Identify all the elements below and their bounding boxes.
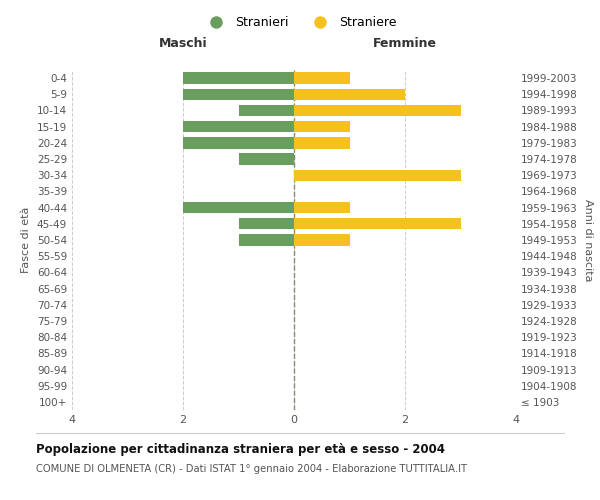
Bar bbox=[294, 88, 405, 100]
Text: Femmine: Femmine bbox=[373, 36, 437, 50]
Y-axis label: Fasce di età: Fasce di età bbox=[22, 207, 31, 273]
Bar bbox=[239, 234, 294, 246]
Bar bbox=[239, 105, 294, 116]
Legend: Stranieri, Straniere: Stranieri, Straniere bbox=[199, 11, 401, 34]
Y-axis label: Anni di nascita: Anni di nascita bbox=[583, 198, 593, 281]
Bar bbox=[294, 137, 350, 148]
Bar bbox=[183, 121, 294, 132]
Bar bbox=[183, 88, 294, 100]
Bar bbox=[294, 121, 350, 132]
Bar bbox=[183, 137, 294, 148]
Text: COMUNE DI OLMENETA (CR) - Dati ISTAT 1° gennaio 2004 - Elaborazione TUTTITALIA.I: COMUNE DI OLMENETA (CR) - Dati ISTAT 1° … bbox=[36, 464, 467, 474]
Bar bbox=[294, 72, 350, 84]
Bar bbox=[183, 202, 294, 213]
Bar bbox=[239, 154, 294, 164]
Bar bbox=[183, 72, 294, 84]
Bar bbox=[294, 105, 461, 116]
Text: Maschi: Maschi bbox=[158, 36, 208, 50]
Bar bbox=[294, 234, 350, 246]
Bar bbox=[294, 202, 350, 213]
Bar bbox=[294, 218, 461, 230]
Bar bbox=[294, 170, 461, 181]
Bar bbox=[239, 218, 294, 230]
Text: Popolazione per cittadinanza straniera per età e sesso - 2004: Popolazione per cittadinanza straniera p… bbox=[36, 442, 445, 456]
